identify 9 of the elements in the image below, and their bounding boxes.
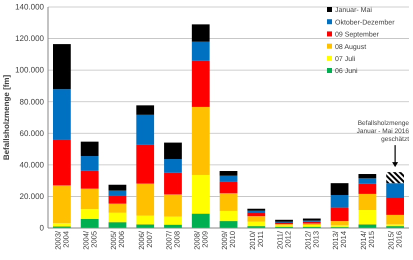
y-tick-label: 60.000 (20, 128, 45, 138)
y-tick-label: 100.000 (15, 66, 45, 75)
y-tick-label: 120.000 (15, 34, 45, 44)
y-tick-label: 140.000 (15, 2, 45, 12)
y-tick-label: 40.000 (20, 160, 45, 170)
y-axis-title: Befallsholzmenge [fm] (2, 74, 11, 160)
y-tick-label: 20.000 (20, 192, 45, 201)
y-tick-label: 0 (40, 224, 45, 233)
y-tick-label: 80.000 (20, 97, 45, 106)
